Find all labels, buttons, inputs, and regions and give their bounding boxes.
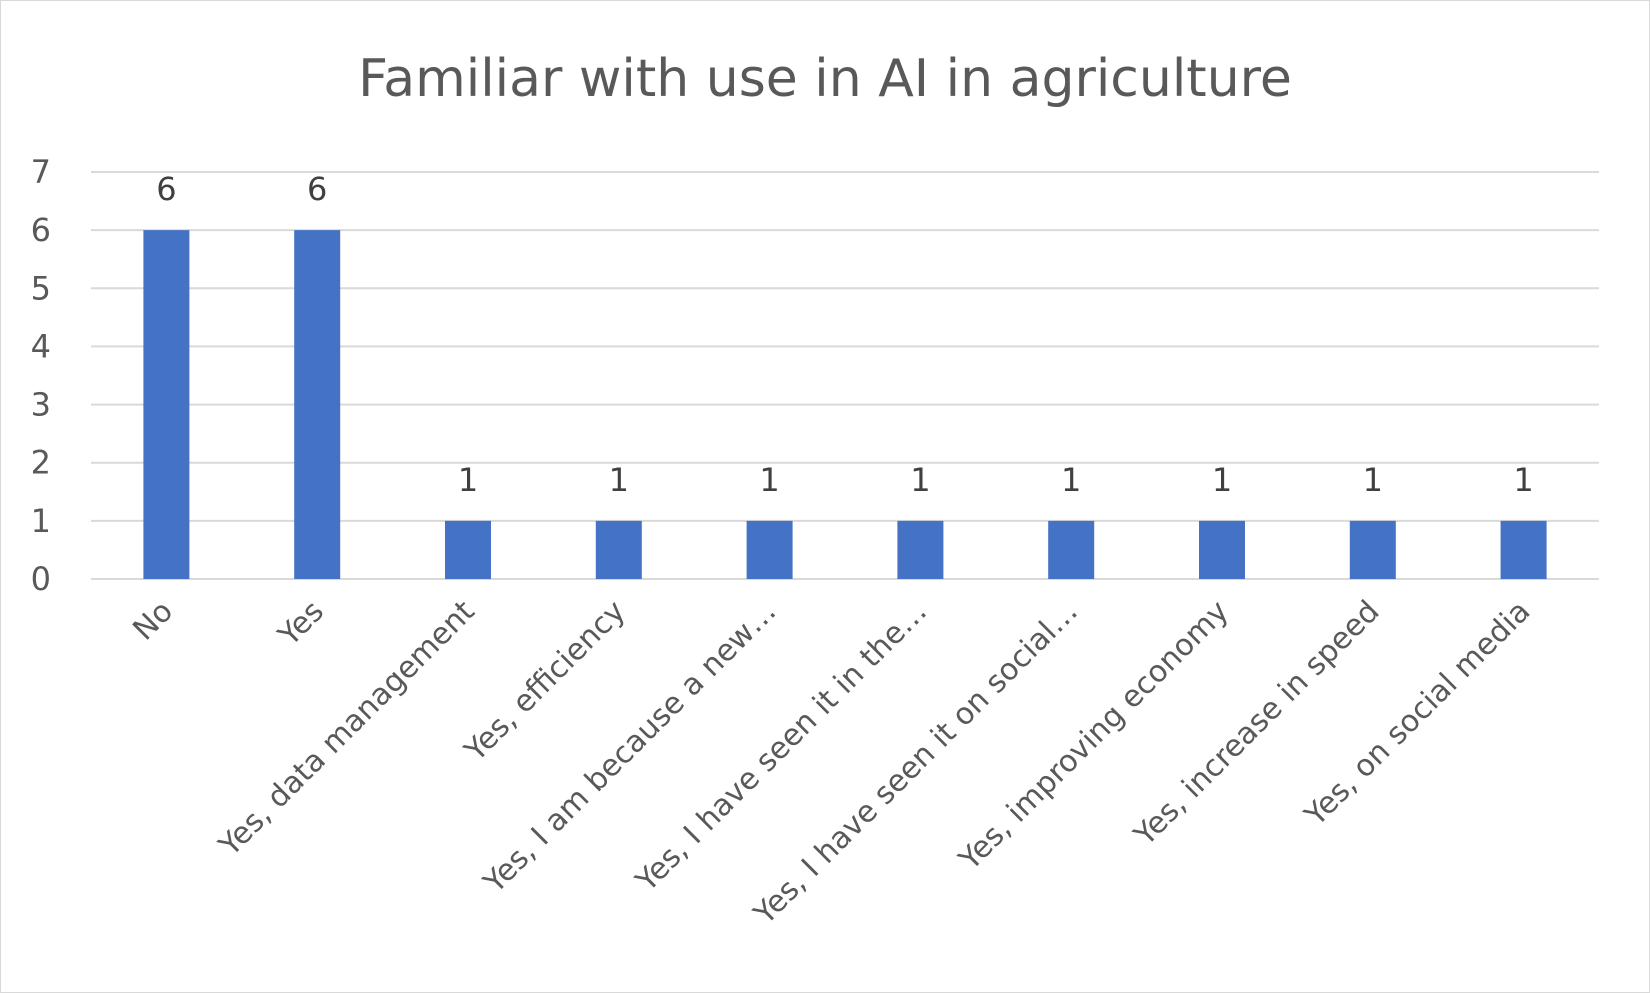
y-tick-label: 1	[31, 502, 51, 540]
y-tick-label: 5	[31, 269, 51, 307]
x-tick-label: Yes	[271, 594, 331, 654]
data-label: 1	[1513, 461, 1533, 499]
data-labels: 6 6 1 1 1 1 1 1 1 1	[156, 170, 1534, 499]
bar	[1349, 520, 1396, 579]
bar	[445, 520, 491, 579]
y-tick-label: 3	[31, 386, 51, 424]
y-tick-label: 6	[31, 211, 51, 249]
bar	[897, 520, 944, 579]
bar	[1048, 520, 1095, 579]
bar	[294, 230, 341, 579]
x-tick-label: Yes, efficiency	[457, 594, 632, 769]
chart-title: Familiar with use in AI in agriculture	[358, 49, 1292, 109]
y-tick-label: 4	[31, 327, 51, 365]
x-tick-label: No	[126, 594, 180, 648]
gridlines	[91, 171, 1599, 580]
data-label: 1	[1061, 461, 1081, 499]
x-tick-label: Yes, data management	[212, 594, 482, 864]
data-label: 1	[759, 461, 779, 499]
data-label: 1	[1363, 461, 1383, 499]
x-tick-label: Yes, improving economy	[952, 594, 1236, 878]
data-label: 6	[307, 170, 327, 208]
bar	[1199, 520, 1245, 579]
bar	[143, 230, 190, 579]
data-label: 1	[1212, 461, 1232, 499]
x-tick-label: Yes, I am because a new…	[476, 594, 783, 901]
data-label: 6	[156, 170, 176, 208]
bar	[595, 520, 642, 579]
bar	[746, 520, 793, 579]
bar	[1500, 520, 1547, 579]
bars	[143, 230, 1547, 579]
y-tick-label: 7	[31, 153, 51, 191]
x-tick-label: Yes, increase in speed	[1127, 594, 1387, 854]
y-tick-label: 0	[31, 560, 51, 598]
data-label: 1	[609, 461, 629, 499]
data-label: 1	[458, 461, 478, 499]
data-label: 1	[910, 461, 930, 499]
y-axis-ticks: 0 1 2 3 4 5 6 7	[31, 153, 51, 598]
y-tick-label: 2	[31, 444, 51, 482]
x-tick-label: Yes, I have seen it in the…	[629, 594, 934, 899]
x-tick-label: Yes, I have seen it on social…	[747, 594, 1085, 932]
